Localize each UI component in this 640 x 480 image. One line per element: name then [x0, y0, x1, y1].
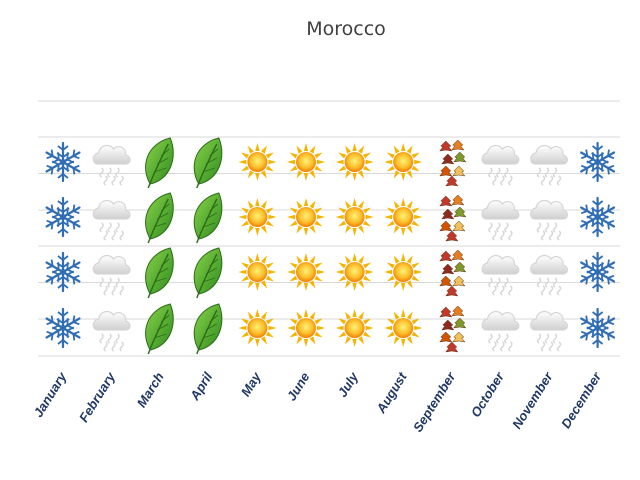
green-leaf-icon [193, 137, 223, 189]
green-leaf-icon [145, 192, 174, 244]
snowflake-icon [580, 141, 616, 183]
sun-icon [238, 309, 277, 347]
month-label-february: February [76, 369, 119, 425]
icon-column-september [439, 139, 467, 353]
autumn-leaves-icon [439, 305, 467, 353]
month-label-may: May [238, 369, 265, 399]
icon-column-july [335, 143, 374, 347]
month-labels: January February March April May June July Augu… [30, 369, 604, 435]
sun-icon [384, 143, 423, 181]
grid-lines [38, 100, 620, 357]
green-leaf-icon [193, 192, 223, 244]
sun-icon [287, 143, 325, 181]
month-label-december: December [558, 369, 605, 431]
rain-cloud-icon [530, 310, 569, 352]
icon-column-december [580, 141, 616, 349]
snowflake-icon [45, 307, 81, 349]
icon-column-january [45, 141, 81, 349]
icon-column-august [384, 143, 423, 347]
sun-icon [238, 198, 277, 236]
month-label-november: November [509, 369, 556, 432]
snowflake-icon [45, 251, 81, 293]
rain-cloud-icon [92, 144, 131, 186]
rain-cloud-icon [481, 254, 520, 296]
month-label-october: October [468, 369, 508, 420]
icon-column-february [92, 144, 131, 352]
month-label-april: April [186, 369, 215, 403]
sun-icon [384, 309, 423, 347]
snowflake-icon [580, 251, 616, 293]
green-leaf-icon [193, 247, 223, 299]
rain-cloud-icon [530, 254, 569, 296]
green-leaf-icon [145, 247, 174, 299]
month-label-july: July [335, 369, 362, 400]
snowflake-icon [580, 196, 616, 238]
sun-icon [287, 253, 325, 291]
rain-cloud-icon [481, 310, 520, 352]
rain-cloud-icon [92, 310, 131, 352]
icon-columns [45, 137, 616, 355]
green-leaf-icon [145, 303, 174, 355]
month-label-september: September [410, 369, 459, 435]
month-label-january: January [30, 369, 70, 420]
sun-icon [335, 309, 374, 347]
sun-icon [287, 198, 325, 236]
rain-cloud-icon [530, 199, 569, 241]
month-label-march: March [134, 370, 167, 410]
sun-icon [384, 198, 423, 236]
sun-icon [238, 143, 277, 181]
sun-icon [384, 253, 423, 291]
icon-column-june [287, 143, 325, 347]
snowflake-icon [580, 307, 616, 349]
month-label-june: June [284, 370, 313, 404]
snowflake-icon [45, 196, 81, 238]
icon-column-may [238, 143, 277, 347]
sun-icon [287, 309, 325, 347]
rain-cloud-icon [481, 199, 520, 241]
autumn-leaves-icon [439, 194, 467, 242]
autumn-leaves-icon [439, 139, 467, 187]
icon-column-october [481, 144, 520, 352]
green-leaf-icon [193, 303, 223, 355]
green-leaf-icon [145, 137, 174, 189]
sun-icon [335, 198, 374, 236]
rain-cloud-icon [92, 199, 131, 241]
icon-column-march [145, 137, 174, 355]
month-label-august: August [373, 369, 410, 416]
icon-column-november [530, 144, 569, 352]
rain-cloud-icon [481, 144, 520, 186]
autumn-leaves-icon [439, 249, 467, 297]
sun-icon [335, 253, 374, 291]
snowflake-icon [45, 141, 81, 183]
rain-cloud-icon [92, 254, 131, 296]
sun-icon [238, 253, 277, 291]
icon-column-april [193, 137, 223, 355]
chart-title: Morocco [306, 18, 386, 40]
sun-icon [335, 143, 374, 181]
rain-cloud-icon [530, 144, 569, 186]
